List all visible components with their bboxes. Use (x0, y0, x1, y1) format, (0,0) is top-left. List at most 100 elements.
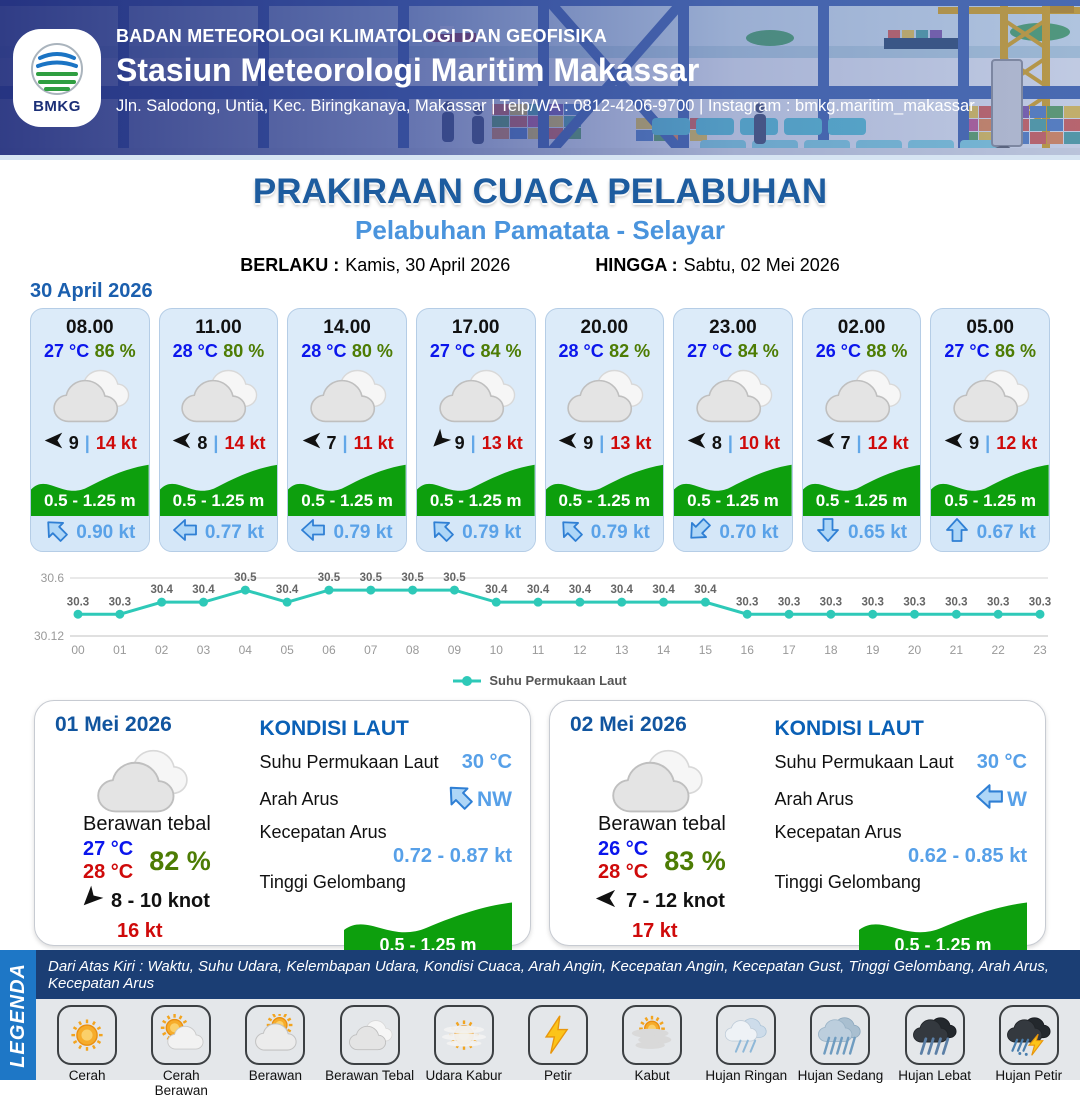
legend-footer: LEGENDA Dari Atas Kiri : Waktu, Suhu Uda… (0, 950, 1080, 1080)
sst-label: Suhu Permukaan Laut (260, 752, 439, 773)
wind-row: 9 | 13 kt (546, 428, 664, 459)
legend-weather-icon (528, 1005, 588, 1065)
wave-height-band: 0.5 - 1.25 m (931, 459, 1049, 516)
condition-label: Berawan tebal (598, 813, 767, 836)
valid-to: HINGGA :Sabtu, 02 Mei 2026 (595, 255, 839, 276)
hourly-forecast-card: 08.00 27 °C 86 % 9 | 14 kt 0.5 - 1.25 m … (30, 308, 150, 552)
max-temperature: 28 °C (83, 861, 133, 884)
chart-legend: Suhu Permukaan Laut (26, 673, 1054, 688)
station-name: Stasiun Meteorologi Maritim Makassar (116, 52, 975, 89)
svg-text:03: 03 (197, 643, 211, 657)
svg-text:30.4: 30.4 (150, 584, 173, 596)
wind-speed: 7 (841, 433, 851, 454)
legend-item-label: Hujan Sedang (795, 1068, 885, 1083)
current-speed-value: 0.62 - 0.85 kt (775, 845, 1028, 868)
current-speed: 0.79 kt (591, 522, 650, 544)
current-direction-icon (976, 783, 1003, 816)
wave-height-band: 0.5 - 1.25 m (803, 459, 921, 516)
wave-height: 0.5 - 1.25 m (546, 491, 664, 511)
svg-text:10: 10 (490, 643, 504, 657)
wind-row: 8 | 14 kt (160, 428, 278, 459)
svg-text:06: 06 (322, 643, 336, 657)
current-direction-icon (945, 518, 969, 548)
svg-text:30.5: 30.5 (234, 572, 257, 584)
humidity: 83 % (664, 846, 726, 877)
wave-height-band: 0.5 - 1.25 m (674, 459, 792, 516)
svg-text:17: 17 (782, 643, 796, 657)
legend-item-label: Hujan Petir (984, 1068, 1074, 1083)
daily-forecast-section: 01 Mei 2026 Berawan tebal 27 °C 28 °C 82… (34, 700, 1046, 946)
wind-speed: 8 (712, 433, 722, 454)
wind-gust-separator: | (343, 433, 348, 454)
wind-gust-separator: | (857, 433, 862, 454)
wind-row: 7 | 11 kt (288, 428, 406, 459)
wave-height-band: 0.5 - 1.25 m (31, 459, 149, 516)
forecast-time: 20.00 (546, 317, 664, 339)
svg-text:30.3: 30.3 (109, 596, 131, 608)
weather-condition-icon (931, 364, 1049, 428)
wind-gust-separator: | (985, 433, 990, 454)
legend-item: Berawan (230, 1005, 320, 1098)
forecast-time: 08.00 (31, 317, 149, 339)
forecast-time: 05.00 (931, 317, 1049, 339)
legend-weather-icon (716, 1005, 776, 1065)
svg-text:30.4: 30.4 (276, 584, 299, 596)
svg-text:30.3: 30.3 (778, 596, 800, 608)
svg-text:30.4: 30.4 (694, 584, 717, 596)
gust-speed: 14 kt (96, 433, 137, 454)
legend-items-row: Cerah Cerah Berawan Berawan Berawan Teba… (36, 999, 1080, 1098)
station-contact: Jln. Salodong, Untia, Kec. Biringkanaya,… (116, 97, 975, 116)
current-row: 0.67 kt (931, 516, 1049, 551)
wind-row: 8 | 10 kt (674, 428, 792, 459)
wave-height: 0.5 - 1.25 m (288, 491, 406, 511)
svg-text:04: 04 (239, 643, 253, 657)
current-direction-icon (559, 518, 583, 548)
svg-text:11: 11 (532, 643, 545, 657)
svg-text:23: 23 (1033, 643, 1047, 657)
weather-condition-icon (803, 364, 921, 428)
weather-condition-icon (417, 364, 535, 428)
max-temperature: 28 °C (598, 861, 648, 884)
condition-label: Berawan tebal (83, 813, 252, 836)
svg-text:30.3: 30.3 (67, 596, 89, 608)
svg-text:22: 22 (991, 643, 1005, 657)
current-direction-icon (430, 518, 454, 548)
current-speed-label: Kecepatan Arus (775, 822, 902, 843)
wind-gust-separator: | (85, 433, 90, 454)
sst-value: 30 °C (462, 751, 512, 774)
svg-text:19: 19 (866, 643, 880, 657)
legend-item-label: Petir (513, 1068, 603, 1083)
wind-gust-separator: | (599, 433, 604, 454)
gust-speed: 12 kt (868, 433, 909, 454)
current-row: 0.70 kt (674, 516, 792, 551)
wind-direction-icon (429, 430, 450, 456)
gust-speed: 17 kt (632, 920, 767, 943)
gust-speed: 11 kt (354, 433, 394, 454)
wind-direction-icon (557, 430, 578, 456)
legend-item: Berawan Tebal (325, 1005, 415, 1098)
wind-speed-range: 7 - 12 knot (626, 890, 725, 913)
sst-label: Suhu Permukaan Laut (775, 752, 954, 773)
legend-weather-icon (245, 1005, 305, 1065)
hourly-date: 30 April 2026 (30, 280, 1050, 303)
legend-item: Hujan Ringan (701, 1005, 791, 1098)
current-speed: 0.65 kt (848, 522, 907, 544)
svg-text:30.3: 30.3 (736, 596, 758, 608)
hourly-forecast-card: 02.00 26 °C 88 % 7 | 12 kt 0.5 - 1.25 m … (802, 308, 922, 552)
weather-condition-icon (31, 364, 149, 428)
weather-condition-icon (546, 364, 664, 428)
current-speed: 0.90 kt (76, 522, 135, 544)
svg-text:30.4: 30.4 (527, 584, 550, 596)
legend-weather-icon (151, 1005, 211, 1065)
svg-text:30.4: 30.4 (611, 584, 634, 596)
current-row: 0.65 kt (803, 516, 921, 551)
daily-date: 01 Mei 2026 (55, 713, 252, 737)
gust-speed: 13 kt (610, 433, 651, 454)
gust-speed: 12 kt (996, 433, 1037, 454)
weather-condition-icon (160, 364, 278, 428)
wind-gust-separator: | (213, 433, 218, 454)
weather-condition-icon (288, 364, 406, 428)
hourly-forecast-card: 17.00 27 °C 84 % 9 | 13 kt 0.5 - 1.25 m … (416, 308, 536, 552)
current-direction-icon (446, 783, 473, 816)
wind-row: 9 | 13 kt (417, 428, 535, 459)
